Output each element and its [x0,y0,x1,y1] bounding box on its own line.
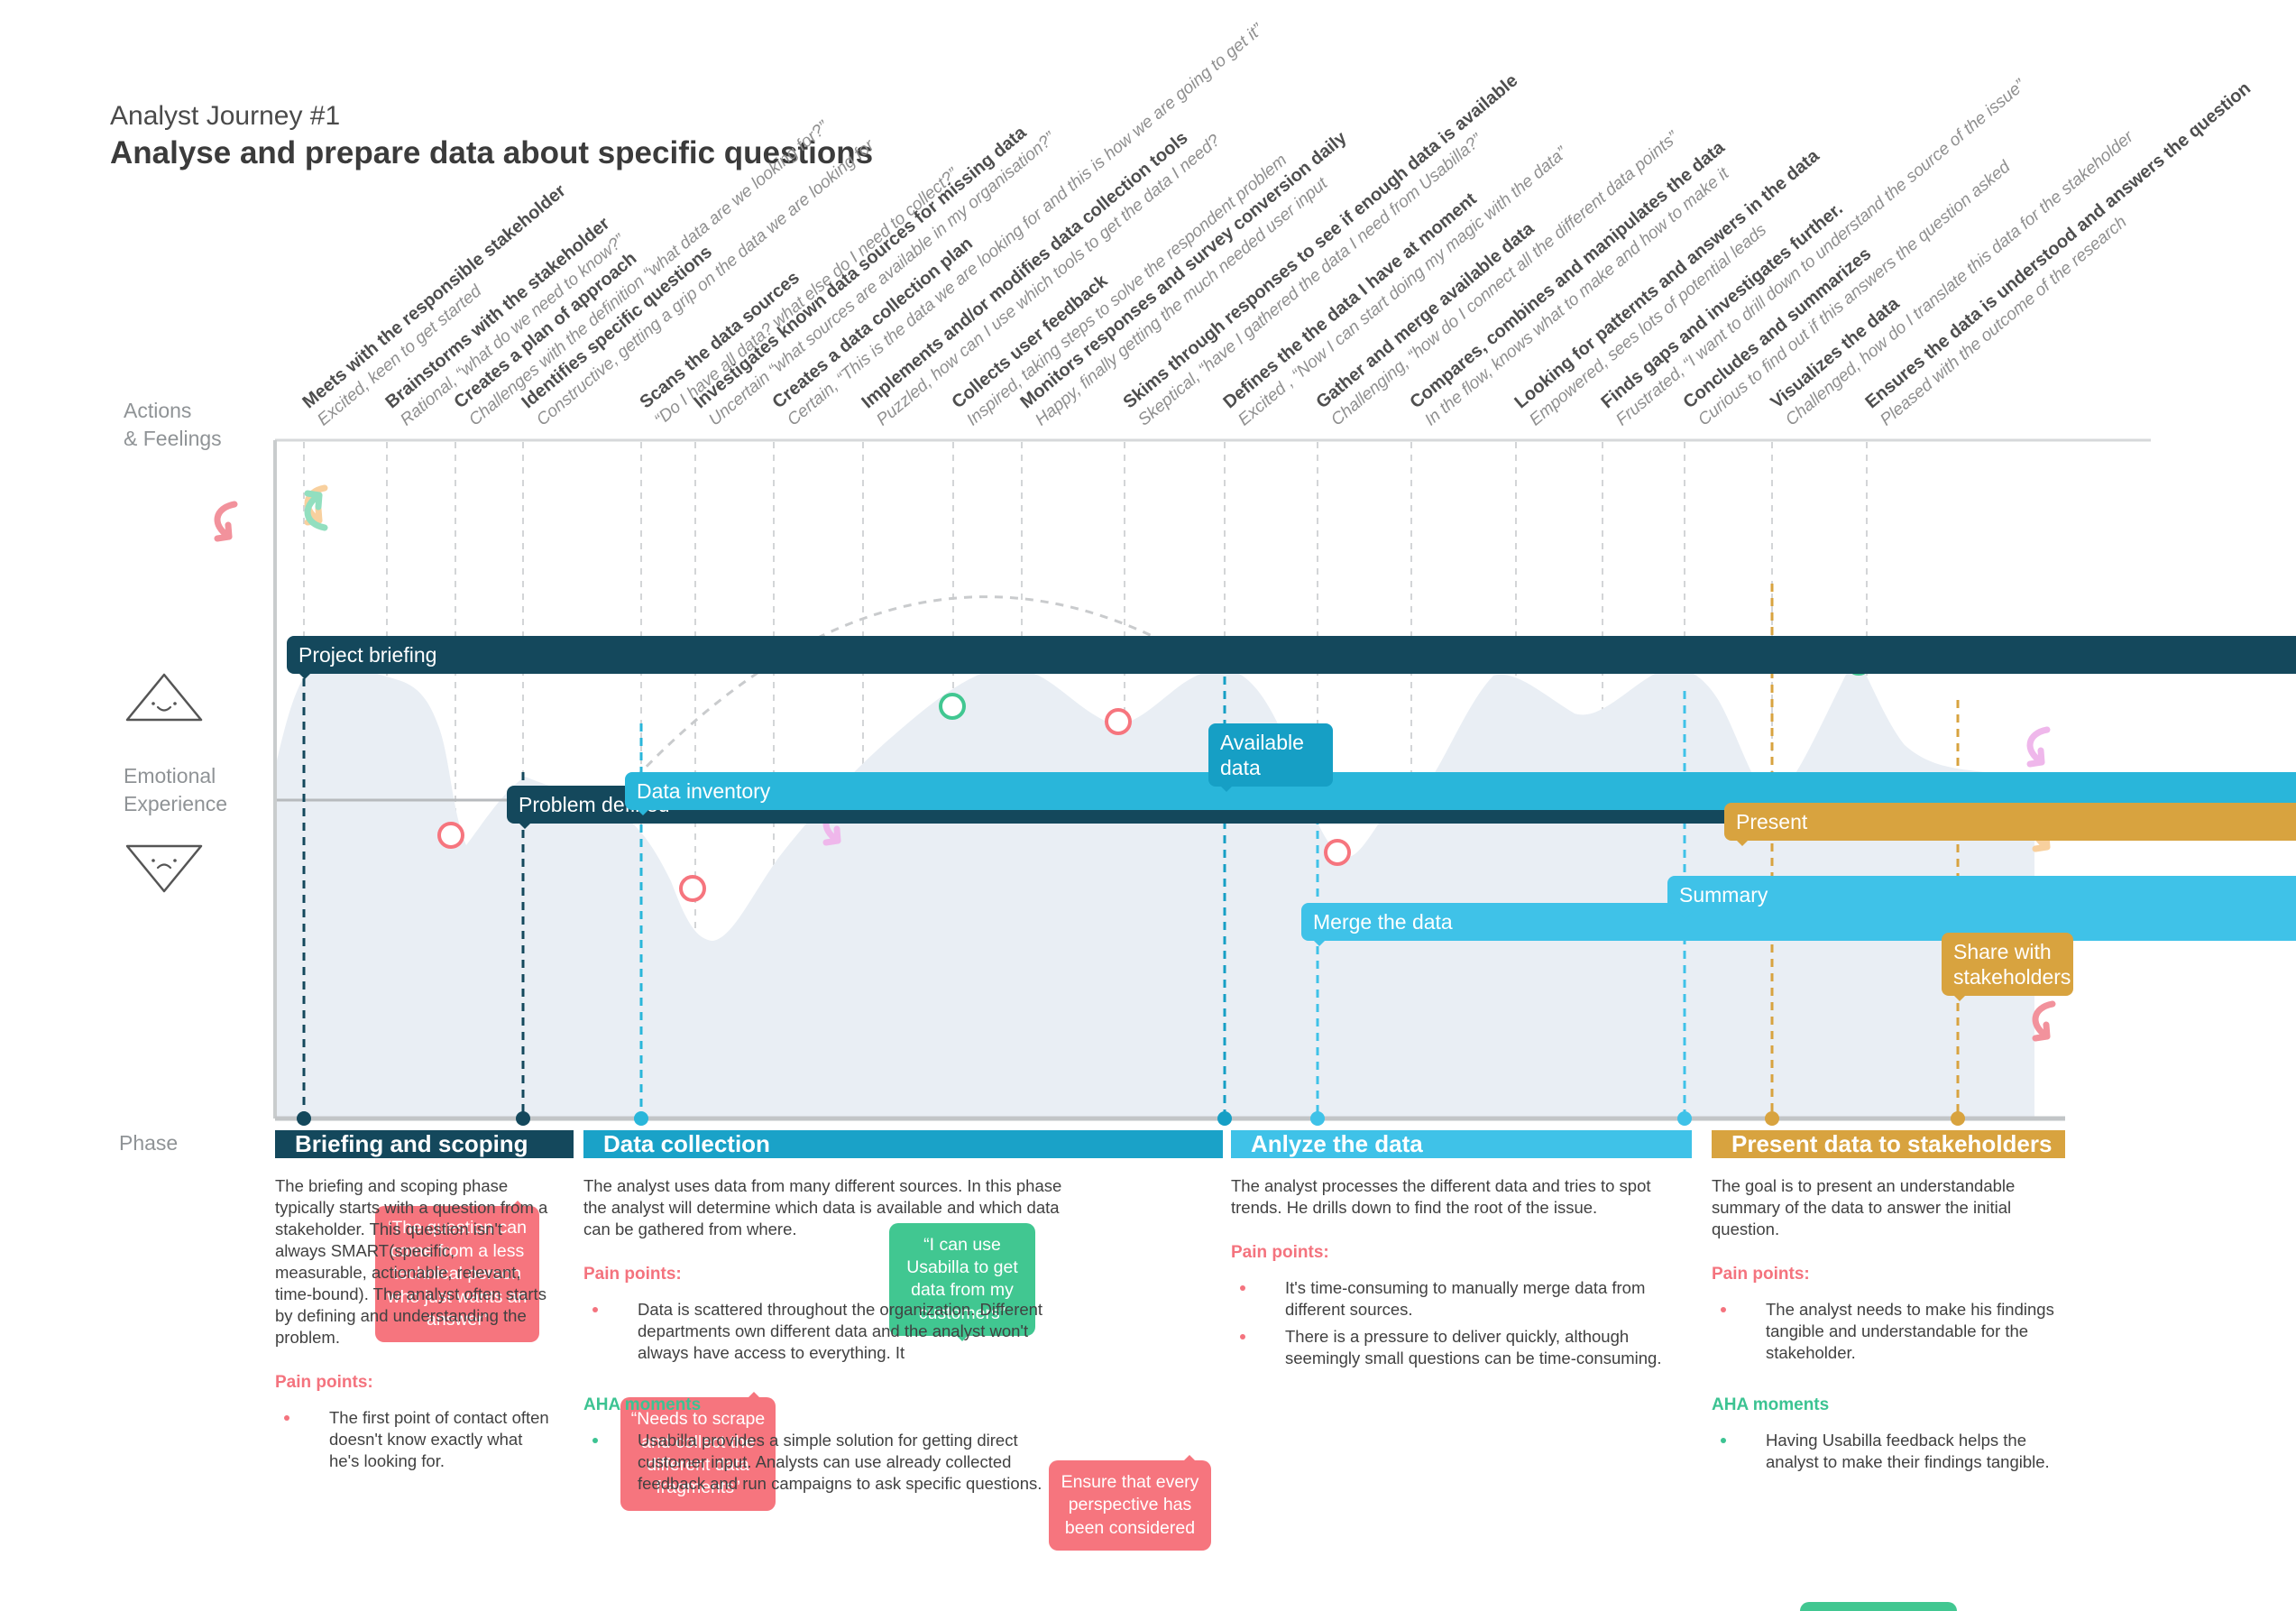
heading-pain: Pain points: [583,1265,682,1284]
sad-triangle-icon [125,844,203,893]
label-phase: Phase [119,1131,179,1155]
emotion-ring-4 [1105,708,1132,735]
bullet-dot-icon [592,1437,598,1443]
speech-quote-usabilla-get-data: “I can use Usabilla to get data from my … [889,1222,1035,1342]
heading-aha: AHA moments [1712,1395,1830,1414]
phase-desc-2: The analyst uses data from many differen… [583,1175,1078,1500]
curl-arrow-icon-3 [304,490,328,531]
speech-quote-usabilla-demo: I can use Usabilla to demonstrate my fin… [1800,1602,1957,1611]
phase-bar-2: Data collection [583,1130,1223,1158]
bullet-text: Having Usabilla feedback helps the analy… [1766,1430,2050,1471]
phase-desc-3: The analyst processes the different data… [1231,1175,1700,1375]
bullet-text: It's time-consuming to manually merge da… [1285,1277,1646,1319]
milestone-present: Present [1724,803,2296,847]
label-actions-feelings: Actions & Feelings [124,399,222,450]
curl-arrow-icon-8 [2032,1000,2056,1042]
bullet-dot-icon [284,1415,289,1422]
milestone-dots [297,1111,1965,1126]
heading-pain: Pain points: [275,1373,373,1393]
phase-dot-8 [1951,1111,1965,1126]
bullet-text: The analyst needs to make his findings t… [1766,1299,2054,1362]
phase-dot-2 [516,1111,530,1126]
phase-description: The analyst processes the different data… [1231,1176,1651,1218]
phase-desc-1: The briefing and scoping phase typically… [275,1175,550,1478]
bullet-dot-icon [592,1306,598,1312]
phase-description: The briefing and scoping phase typically… [275,1176,548,1348]
happy-triangle-icon [125,673,203,722]
curl-arrow-icon-5 [2026,726,2051,768]
emotion-ring-5 [1324,839,1351,866]
label-emotional-experience: Emotional Experience [124,764,228,815]
phase-description: The analyst uses data from many differen… [583,1176,1062,1239]
phase-dot-5 [1310,1111,1325,1126]
phase-desc-4: The goal is to present an understandable… [1712,1175,2068,1478]
phase-dot-1 [297,1111,311,1126]
phase-bar-3: Anlyze the data [1231,1130,1692,1158]
bullet-dot-icon [1240,1333,1245,1339]
bullet-text: Usabilla provides a simple solution for … [638,1430,1042,1493]
phase-dot-7 [1765,1111,1779,1126]
curl-arrow-icon-1 [214,501,238,542]
journey-kicker: Analyst Journey #1 [110,101,341,131]
bullet-item: There is a pressure to deliver quickly, … [1231,1326,1700,1369]
speech-quote-scrape: “Needs to scrape and collect the differe… [620,1392,776,1511]
bullet-item: Data is scattered throughout the organiz… [583,1299,1078,1364]
milestone-summary: Summary [1667,876,2296,920]
phase-dot-6 [1677,1111,1692,1126]
bullet-dot-icon [1240,1284,1245,1291]
bullet-text: Data is scattered throughout the organiz… [638,1299,1043,1362]
bullet-text: There is a pressure to deliver quickly, … [1285,1326,1662,1367]
loop-arc-arrow [634,595,1189,779]
heading-aha: AHA moments [583,1395,702,1414]
heading-pain: Pain points: [1231,1243,1329,1263]
emotion-ring-2 [679,875,706,902]
bullet-dot-icon [1721,1306,1726,1312]
bullet-item: It's time-consuming to manually merge da… [1231,1277,1700,1321]
bullet-item: The analyst needs to make his findings t… [1712,1299,2068,1364]
phase-dot-3 [634,1111,648,1126]
speech-quote-less-technical: ‘The question can come from a less techn… [375,1201,539,1343]
milestone-share-with-stakeholders: Share with stakeholders [1942,933,2073,1002]
emotion-ring-3 [939,693,966,720]
phase-dot-4 [1217,1111,1232,1126]
bullet-item: Having Usabilla feedback helps the analy… [1712,1430,2068,1473]
phase-bar-1: Briefing and scoping [275,1130,574,1158]
phase-bar-4: Present data to stakeholders [1712,1130,2065,1158]
milestone-project-briefing: Project briefing [287,636,2296,680]
bullet-text: The first point of contact often doesn't… [329,1408,549,1471]
bullet-item: The first point of contact often doesn't… [275,1407,550,1472]
bullet-dot-icon [1721,1437,1726,1443]
milestone-available-data: Available data [1208,723,1333,793]
heading-pain: Pain points: [1712,1265,1810,1284]
phase-description: The goal is to present an understandable… [1712,1176,2016,1239]
speech-quote-perspective: Ensure that every perspective has been c… [1049,1454,1211,1551]
emotion-ring-1 [437,822,464,849]
page-title: Analyse and prepare data about specific … [110,135,874,170]
bullet-item: Usabilla provides a simple solution for … [583,1430,1078,1495]
